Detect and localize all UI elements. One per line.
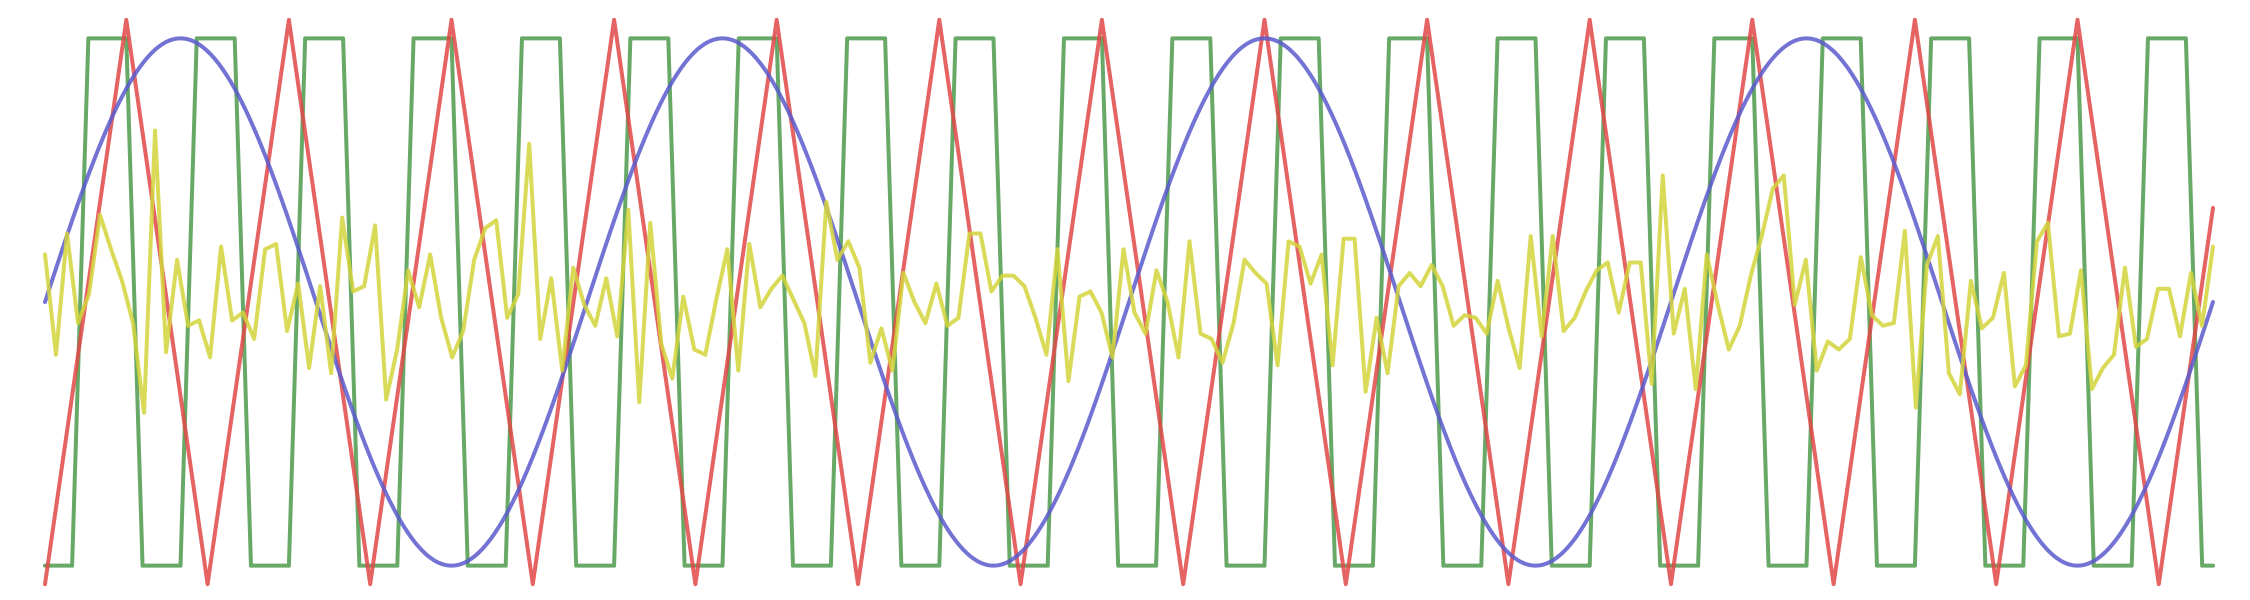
series-line-triangle [43, 17, 2215, 587]
series-line-sine [43, 36, 2215, 568]
series-layer [43, 17, 2215, 587]
series-line-noise [43, 128, 2215, 415]
